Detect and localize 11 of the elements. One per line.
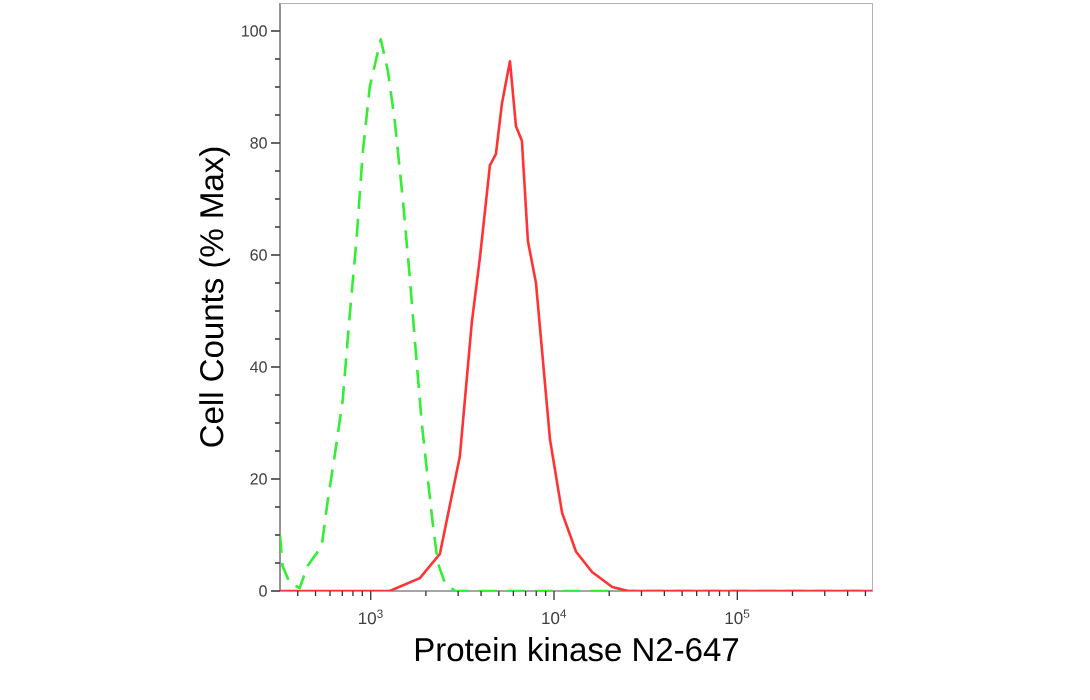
y-tick-label: 80 xyxy=(250,137,267,149)
x-tick-label: 10$^{5}$ xyxy=(725,609,750,625)
y-tick-label: 100 xyxy=(242,25,267,37)
x-axis-title: Protein kinase N2-647 xyxy=(415,637,739,662)
y-tick-label: 0 xyxy=(259,585,267,597)
y-axis-title: Cell Counts (% Max) xyxy=(199,147,230,447)
x-tick-label: 10$^{4}$ xyxy=(542,609,567,625)
y-tick-label: 60 xyxy=(250,249,267,261)
x-tick-label: 10$^{3}$ xyxy=(359,609,383,625)
y-tick-label: 40 xyxy=(250,361,267,373)
y-tick-label: 20 xyxy=(250,473,267,485)
